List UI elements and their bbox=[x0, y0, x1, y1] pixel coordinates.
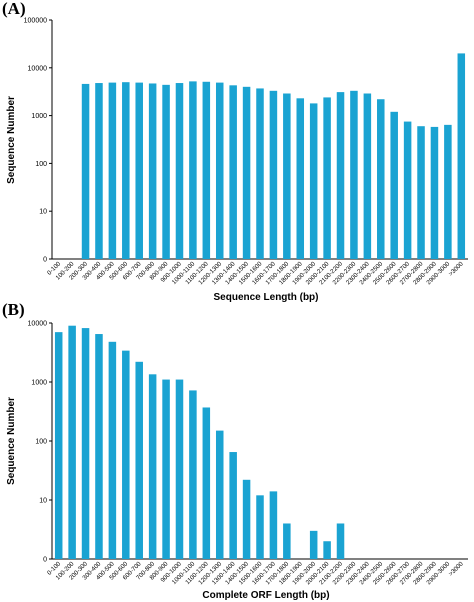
bar-a-23 bbox=[363, 93, 372, 259]
bar-a-30 bbox=[457, 53, 466, 259]
y-tick-label: 10 bbox=[39, 209, 47, 216]
bar-a-14 bbox=[242, 86, 251, 259]
panel-label-a: (A) bbox=[2, 0, 26, 18]
bar-a-10 bbox=[189, 81, 197, 260]
bar-b-21 bbox=[336, 523, 345, 559]
bar-a-19 bbox=[309, 103, 318, 259]
bar-a-15 bbox=[256, 88, 264, 259]
x-tick-label: >3000 bbox=[447, 560, 465, 578]
bar-b-9 bbox=[175, 379, 184, 559]
bar-b-15 bbox=[256, 495, 264, 559]
y-tick-label: 100000 bbox=[24, 18, 47, 25]
bar-a-13 bbox=[229, 85, 237, 259]
y-axis-title-a: Sequence Number bbox=[6, 96, 17, 184]
bar-b-2 bbox=[81, 328, 90, 559]
panel-label-b: (B) bbox=[2, 300, 25, 319]
bar-a-3 bbox=[95, 83, 103, 259]
y-axis-title-b: Sequence Number bbox=[6, 397, 17, 485]
bar-a-6 bbox=[135, 82, 143, 259]
x-tick-label: >3000 bbox=[447, 260, 465, 278]
bar-b-12 bbox=[215, 430, 224, 559]
bar-a-17 bbox=[283, 93, 291, 259]
bar-a-26 bbox=[403, 121, 412, 259]
bar-a-24 bbox=[377, 99, 385, 259]
bar-a-16 bbox=[269, 90, 278, 259]
bar-a-11 bbox=[202, 81, 211, 260]
bar-b-14 bbox=[242, 479, 251, 559]
bar-a-27 bbox=[417, 126, 425, 259]
y-tick-label: 10000 bbox=[28, 321, 48, 328]
bar-a-22 bbox=[350, 90, 358, 259]
bar-b-11 bbox=[202, 407, 211, 559]
y-tick-label: 10 bbox=[39, 498, 47, 505]
bar-b-10 bbox=[189, 390, 197, 559]
chart-panel-b: 0101001000100000-100100-200200-300300-40… bbox=[28, 321, 468, 586]
bar-a-2 bbox=[81, 83, 90, 260]
bar-a-12 bbox=[215, 82, 224, 259]
bar-a-5 bbox=[122, 82, 130, 259]
bar-b-20 bbox=[323, 541, 331, 559]
bar-b-13 bbox=[229, 452, 237, 559]
bar-a-18 bbox=[296, 98, 305, 259]
bar-a-25 bbox=[390, 111, 398, 259]
y-tick-label: 1000 bbox=[31, 380, 47, 387]
bar-b-17 bbox=[283, 523, 291, 559]
bar-b-19 bbox=[309, 530, 318, 559]
bar-a-9 bbox=[175, 83, 184, 259]
y-tick-label: 0 bbox=[43, 257, 47, 264]
bar-b-5 bbox=[122, 350, 130, 559]
bar-a-29 bbox=[444, 124, 452, 259]
y-tick-label: 100 bbox=[35, 439, 47, 446]
bar-b-6 bbox=[135, 361, 143, 559]
y-tick-label: 100 bbox=[35, 161, 47, 168]
y-tick-label: 1000 bbox=[31, 113, 47, 120]
x-axis-title-b: Complete ORF Length (bp) bbox=[202, 590, 329, 601]
bar-b-1 bbox=[68, 325, 76, 559]
bar-b-16 bbox=[269, 491, 278, 559]
bar-a-8 bbox=[162, 84, 170, 260]
bar-a-4 bbox=[108, 82, 117, 259]
bar-b-0 bbox=[54, 332, 63, 559]
y-tick-label: 0 bbox=[43, 557, 47, 564]
chart-panel-a: 0101001000100001000000-100100-200200-300… bbox=[24, 18, 468, 286]
bar-a-21 bbox=[336, 92, 345, 259]
bar-a-7 bbox=[148, 83, 157, 259]
bar-a-28 bbox=[430, 126, 439, 259]
y-tick-label: 10000 bbox=[28, 65, 48, 72]
bar-b-7 bbox=[148, 374, 157, 559]
bar-b-4 bbox=[108, 341, 117, 559]
bar-b-8 bbox=[162, 379, 170, 559]
x-axis-title-a: Sequence Length (bp) bbox=[214, 292, 319, 303]
bar-a-20 bbox=[323, 97, 331, 259]
bar-b-3 bbox=[95, 334, 103, 559]
